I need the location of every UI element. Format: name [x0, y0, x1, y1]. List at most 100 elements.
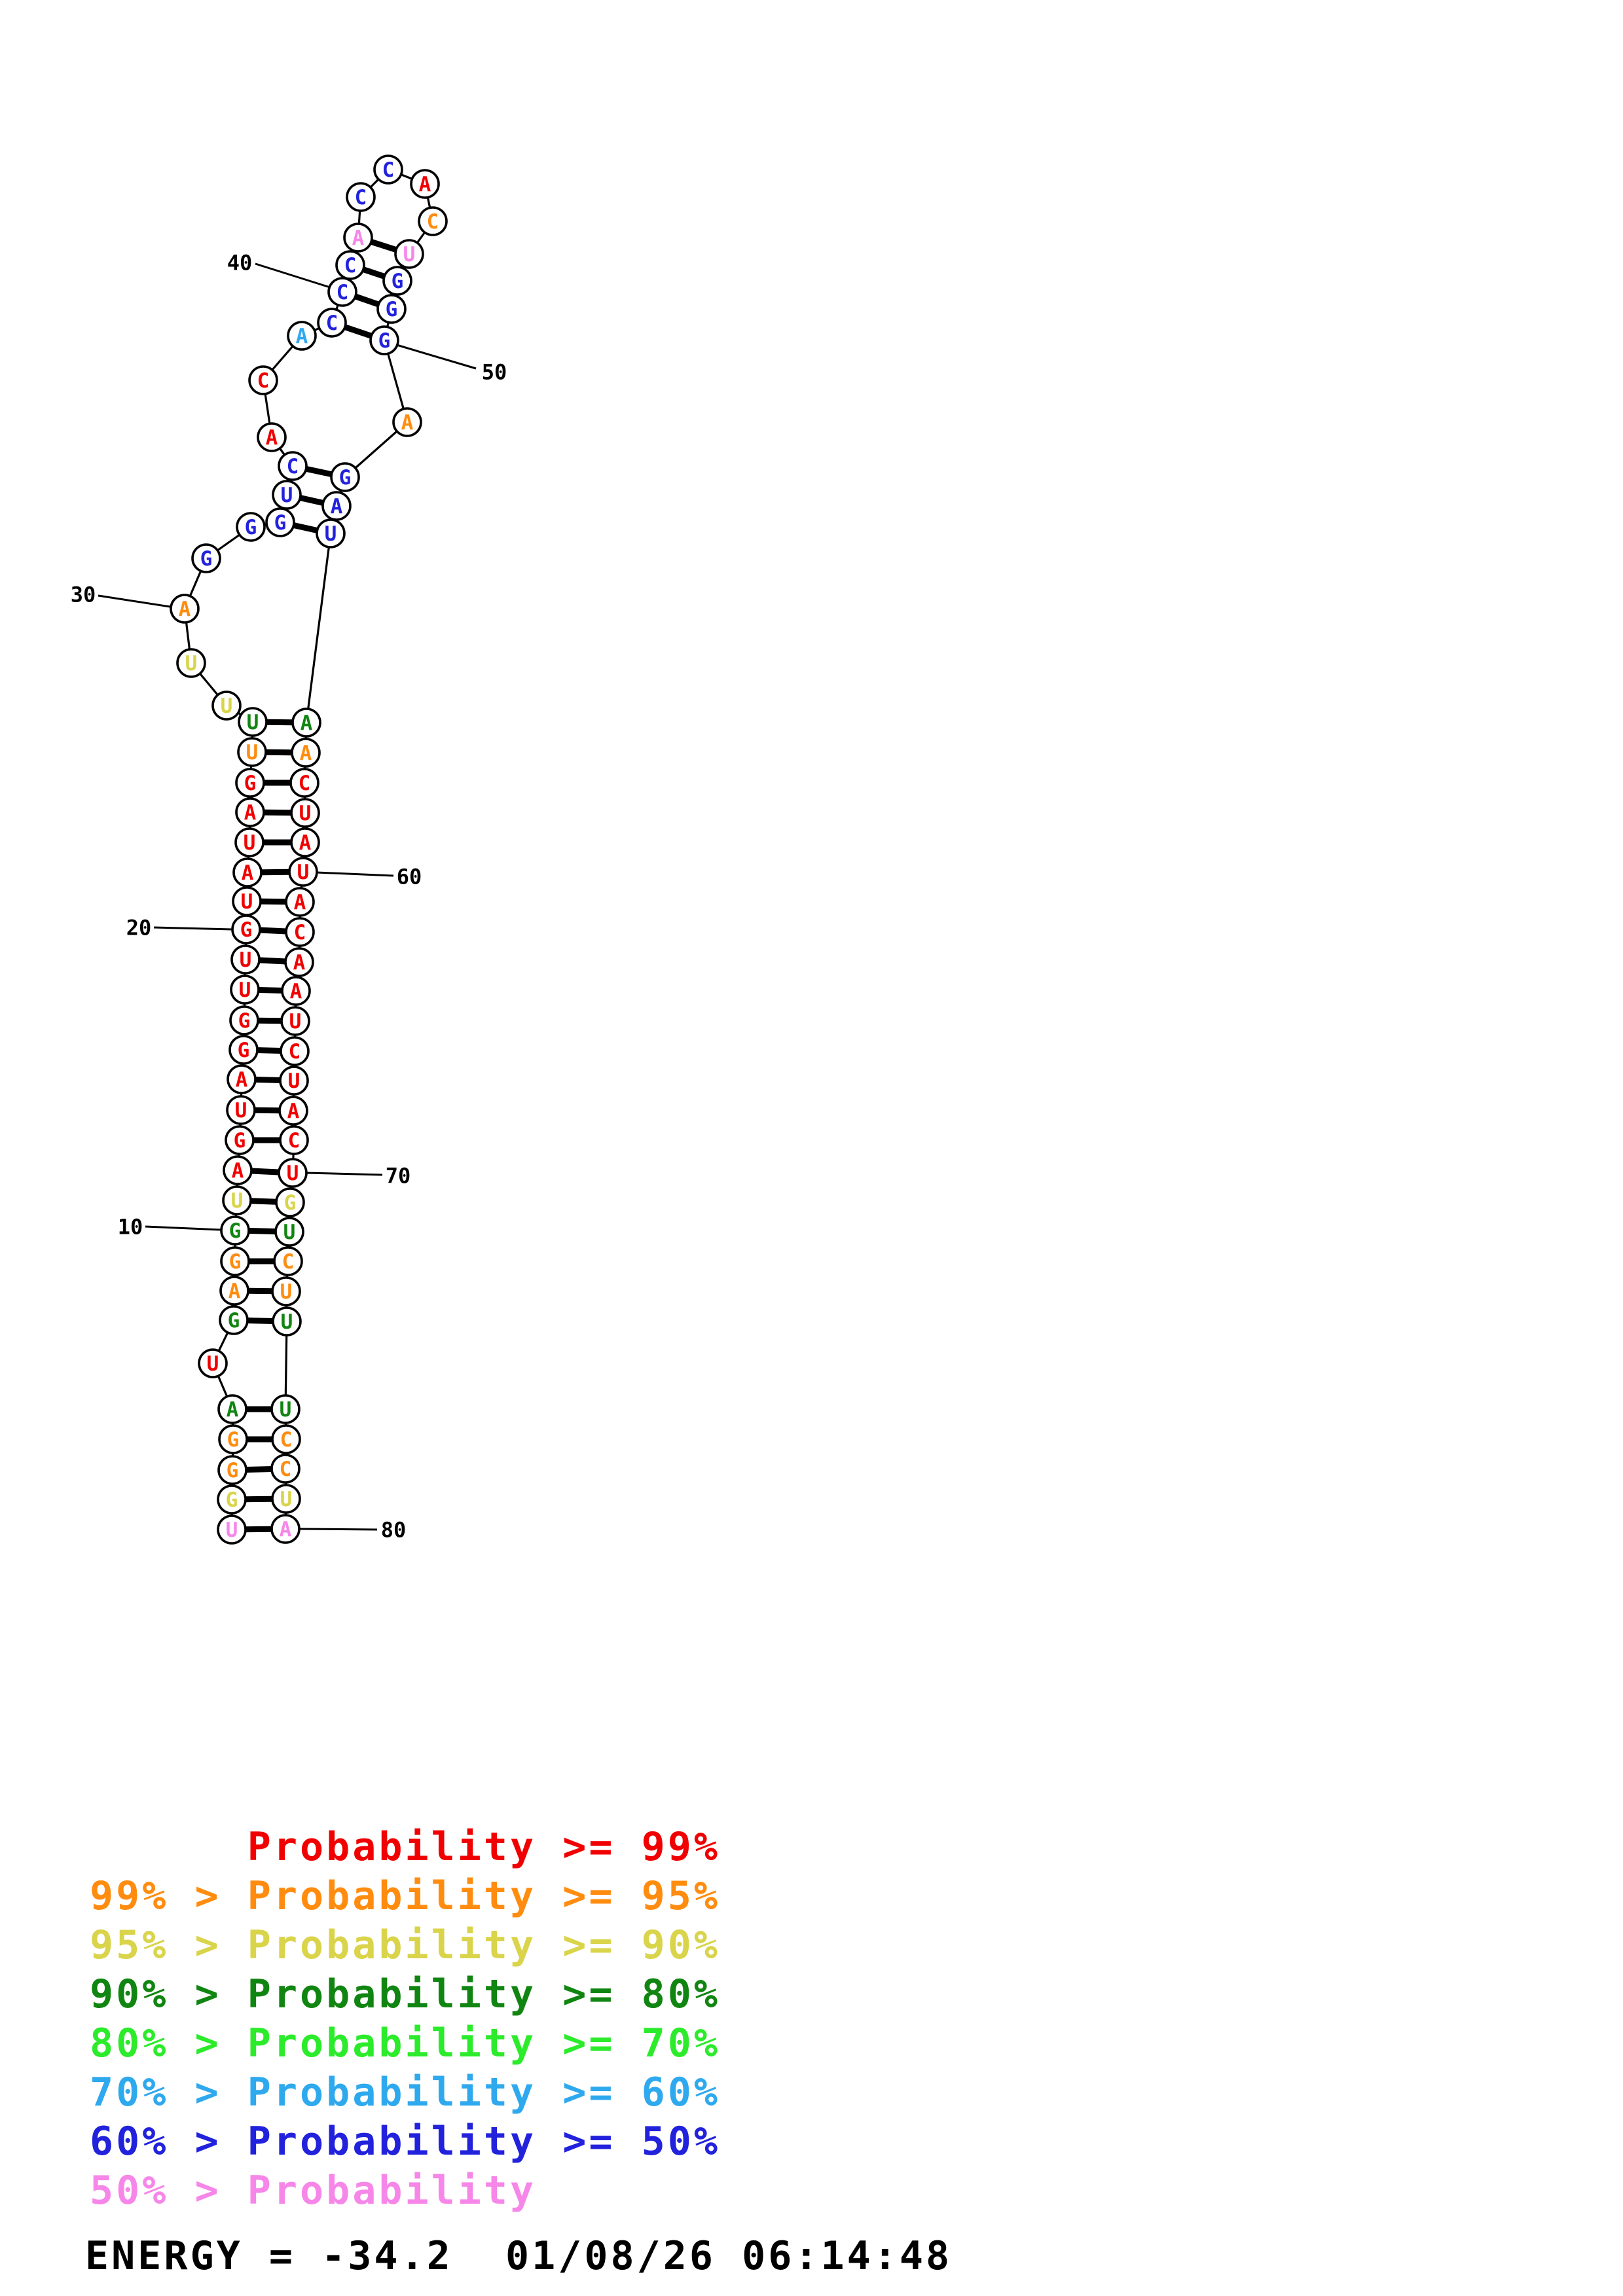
nucleotide-base-U: U	[239, 978, 251, 1002]
nucleotide-circle	[290, 827, 320, 857]
position-label-30: 30	[71, 583, 96, 607]
nucleotide-circle	[278, 451, 308, 481]
nucleotide-base-G: G	[274, 511, 287, 535]
nucleotide-base-A: A	[266, 426, 278, 450]
nucleotide-base-U: U	[403, 243, 416, 266]
probability-legend: Probability >= 99% 99% > Probability >= 9…	[90, 1823, 720, 2215]
nucleotide-base-U: U	[241, 890, 253, 914]
legend-line: 80% > Probability >= 70%	[90, 2020, 720, 2066]
nucleotide-base-C: C	[280, 1458, 292, 1481]
nucleotide-base-U: U	[240, 948, 252, 972]
nucleotide-base-A: A	[296, 325, 308, 348]
nucleotide-circle	[284, 947, 314, 977]
nucleotide-base-A: A	[401, 411, 414, 435]
position-leader-line	[98, 594, 171, 608]
nucleotide-circle	[223, 1155, 253, 1185]
nucleotide-circle	[278, 1158, 308, 1188]
nucleotide-circle	[273, 1246, 303, 1276]
nucleotide-circle	[271, 1276, 301, 1306]
nucleotide-base-A: A	[244, 801, 257, 825]
nucleotide-circle	[236, 512, 266, 542]
nucleotide-base-A: A	[290, 980, 302, 1003]
nucleotide-base-A: A	[236, 1068, 248, 1092]
nucleotide-circle	[220, 1246, 250, 1276]
nucleotide-circle	[278, 1096, 308, 1126]
nucleotide-circle	[271, 1424, 301, 1454]
nucleotide-base-U: U	[325, 522, 337, 546]
nucleotide-circle	[271, 1484, 301, 1514]
nucleotide-circle	[330, 462, 360, 492]
nucleotide-base-C: C	[294, 921, 306, 944]
nucleotide-base-U: U	[207, 1352, 219, 1376]
nucleotide-base-G: G	[226, 1488, 238, 1512]
nucleotide-circle	[289, 768, 319, 798]
nucleotide-base-U: U	[288, 1069, 301, 1093]
nucleotide-circle	[343, 223, 373, 253]
legend-line: Probability >= 99%	[90, 1824, 720, 1870]
nucleotide-circle	[270, 1454, 301, 1484]
nucleotide-base-C: C	[288, 1129, 301, 1153]
position-leader-line	[306, 1172, 383, 1176]
legend-line: 50% > Probability	[90, 2168, 537, 2214]
position-leader-line	[255, 262, 331, 289]
nucleotide-base-A: A	[293, 951, 306, 975]
position-leader-line	[316, 871, 394, 877]
nucleotide-base-C: C	[326, 312, 338, 335]
nucleotide-base-G: G	[386, 298, 398, 321]
nucleotide-base-A: A	[179, 598, 191, 621]
nucleotide-circle	[279, 1066, 309, 1096]
nucleotide-base-U: U	[231, 1189, 244, 1213]
nucleotide-base-G: G	[378, 329, 391, 353]
nucleotide-circle	[327, 277, 357, 307]
nucleotide-circle	[382, 266, 412, 296]
energy-line: ENERGY = -34.2 01/08/26 06:14:48	[85, 2233, 953, 2279]
nucleotide-circle	[228, 1035, 259, 1065]
nucleotide-circle	[170, 594, 200, 624]
nucleotide-circle	[248, 365, 278, 395]
nucleotide-base-U: U	[226, 1518, 238, 1542]
nucleotide-circle	[217, 1515, 247, 1545]
nucleotide-base-C: C	[344, 254, 357, 278]
nucleotide-base-G: G	[227, 1428, 240, 1452]
nucleotide-base-G: G	[392, 270, 404, 293]
nucleotide-circle	[219, 1305, 249, 1335]
nucleotide-circle	[227, 1064, 257, 1094]
nucleotide-base-G: G	[228, 1309, 240, 1333]
nucleotide-circle	[219, 1276, 249, 1306]
nucleotide-circle	[335, 250, 365, 280]
nucleotide-circle	[280, 1036, 310, 1066]
legend-line: 90% > Probability >= 80%	[90, 1971, 720, 2017]
position-label-20: 20	[126, 916, 152, 941]
nucleotide-circle	[346, 182, 376, 212]
nucleotide-base-A: A	[280, 1518, 292, 1541]
nucleotide-base-C: C	[287, 455, 299, 478]
nucleotide-base-C: C	[382, 158, 395, 182]
nucleotide-base-U: U	[244, 831, 256, 855]
nucleotide-base-G: G	[229, 1250, 242, 1274]
nucleotide-circle	[235, 768, 265, 798]
nucleotide-base-G: G	[229, 1219, 242, 1243]
nucleotide-circle	[280, 1006, 310, 1036]
legend-line: 95% > Probability >= 90%	[90, 1922, 720, 1968]
nucleotide-circle	[317, 308, 347, 338]
nucleotide-base-C: C	[427, 210, 439, 234]
position-label-10: 10	[118, 1215, 143, 1240]
nucleotide-circle	[285, 887, 315, 917]
nucleotide-base-G: G	[339, 466, 352, 490]
nucleotide-circle	[225, 1125, 255, 1155]
nucleotide-base-A: A	[331, 495, 343, 518]
nucleotide-circle	[217, 1484, 247, 1515]
nucleotide-circle	[234, 827, 264, 857]
nucleotide-circle	[291, 738, 321, 768]
nucleotide-circle	[270, 1394, 301, 1424]
nucleotide-circle	[316, 518, 346, 548]
nucleotide-circle	[274, 1217, 304, 1247]
nucleotide-base-C: C	[257, 369, 270, 393]
nucleotide-circle	[232, 857, 263, 888]
nucleotide-base-G: G	[238, 1039, 250, 1062]
position-leader-line	[396, 344, 477, 370]
nucleotide-base-A: A	[294, 891, 306, 914]
nucleotide-base-C: C	[337, 281, 349, 304]
